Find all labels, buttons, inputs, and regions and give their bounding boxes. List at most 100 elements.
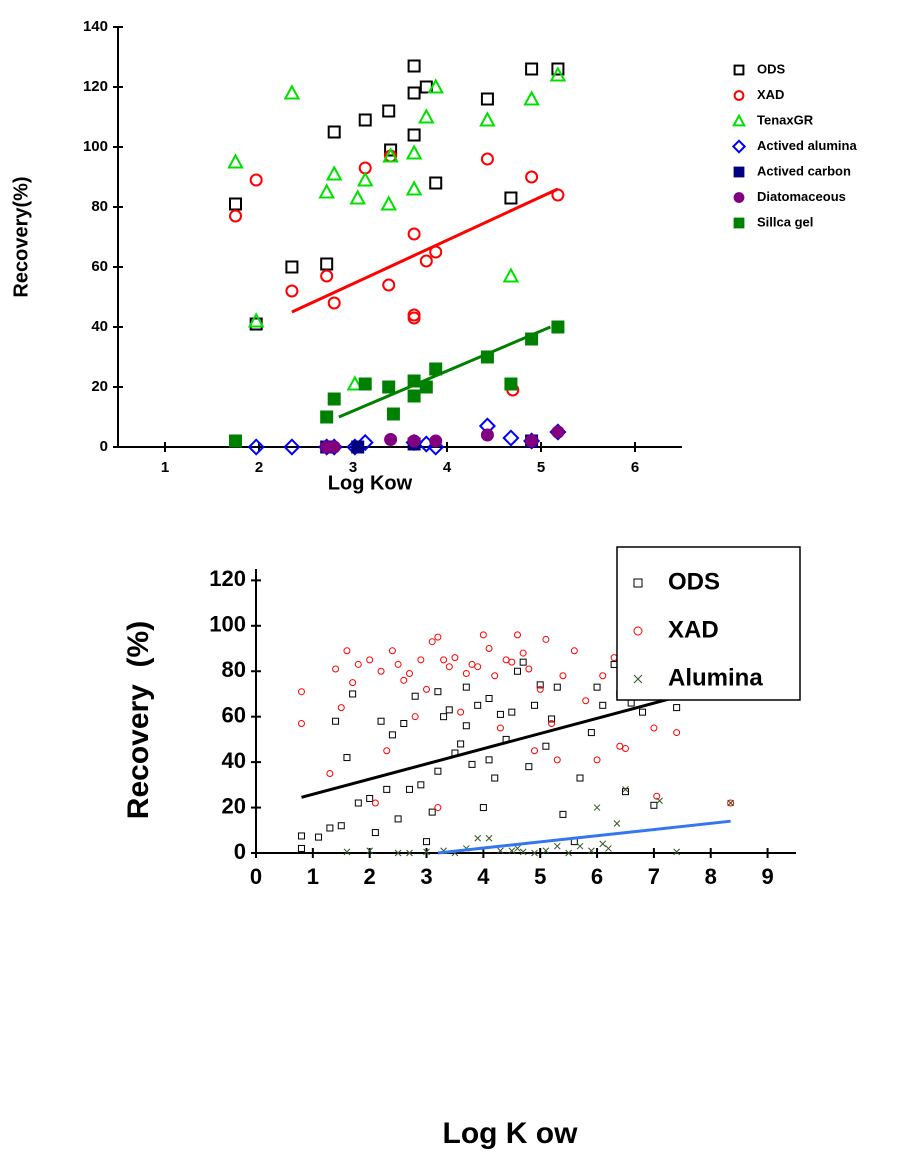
point (525, 434, 539, 448)
point (508, 658, 516, 666)
legend-label: Actived alumina (757, 138, 857, 153)
point (318, 183, 335, 199)
legend-marker (633, 626, 643, 636)
legend-label: Actived carbon (757, 163, 851, 178)
legend-marker (732, 113, 746, 127)
point (428, 808, 436, 816)
legend-marker (633, 578, 643, 588)
point (377, 667, 385, 675)
point (479, 804, 487, 812)
point (380, 195, 398, 211)
x-tick-label: 9 (761, 864, 773, 889)
point (531, 849, 538, 857)
point (673, 704, 681, 712)
point (354, 660, 362, 668)
point (356, 433, 374, 452)
point (588, 847, 595, 855)
point (354, 799, 362, 807)
point (457, 708, 465, 716)
point (388, 731, 396, 739)
point (599, 672, 607, 680)
point (653, 792, 661, 800)
point (405, 785, 413, 793)
point (551, 425, 565, 439)
x-tick-label: 6 (591, 864, 603, 889)
point (599, 701, 607, 709)
point (553, 683, 561, 691)
point (325, 165, 343, 181)
point (548, 715, 556, 723)
y-tick-label: 40 (91, 318, 108, 335)
point (650, 724, 658, 732)
point (384, 433, 398, 446)
legend-label: TenaxGR (757, 112, 814, 127)
point (610, 660, 618, 668)
point (610, 654, 618, 662)
point (519, 649, 527, 657)
point (551, 320, 565, 334)
point (423, 838, 431, 846)
legend-marker (731, 139, 747, 154)
point (417, 781, 425, 789)
point (400, 676, 408, 684)
point (423, 848, 430, 856)
point (650, 801, 658, 809)
point (491, 672, 499, 680)
point (320, 257, 334, 271)
point (351, 440, 365, 454)
point (327, 125, 341, 139)
point (622, 786, 629, 793)
point (326, 769, 334, 777)
point (407, 128, 421, 142)
point (479, 111, 496, 127)
point (384, 143, 398, 157)
point (553, 756, 561, 764)
point (639, 708, 647, 716)
point (616, 742, 624, 750)
legend-label: ODS (668, 568, 720, 595)
point (327, 296, 341, 310)
x-tick-label: 5 (537, 459, 545, 476)
point (337, 704, 345, 712)
legend-marker (733, 192, 745, 203)
x-axis-title: Log K ow (443, 1117, 579, 1150)
point (474, 834, 482, 842)
point (502, 656, 510, 664)
legend-marker (733, 64, 745, 76)
point (474, 663, 482, 671)
point (394, 815, 402, 823)
y-tick-label: 60 (91, 258, 108, 275)
point (315, 833, 323, 841)
point (553, 842, 561, 850)
y-axis-title: Recovery (%) (122, 621, 155, 819)
point (406, 849, 413, 857)
point (485, 645, 493, 653)
point (382, 147, 399, 163)
point (565, 849, 572, 857)
point (727, 799, 734, 807)
y-tick-label: 80 (222, 657, 246, 682)
point (542, 635, 550, 643)
point (508, 847, 516, 855)
point (229, 434, 242, 448)
point (548, 719, 556, 727)
point (497, 847, 504, 855)
x-tick-label: 0 (250, 864, 262, 889)
point (605, 845, 612, 852)
y-tick-label: 120 (209, 566, 246, 591)
point (576, 774, 584, 782)
y-tick-label: 0 (234, 839, 246, 864)
point (407, 434, 421, 448)
point (485, 695, 493, 703)
point (382, 104, 396, 118)
point (593, 756, 601, 764)
point (429, 176, 443, 190)
legend-label: XAD (668, 616, 719, 643)
legend-marker (733, 217, 745, 229)
point (504, 377, 518, 391)
point (407, 59, 421, 73)
point (451, 654, 459, 662)
point (297, 688, 305, 696)
point (332, 665, 340, 673)
